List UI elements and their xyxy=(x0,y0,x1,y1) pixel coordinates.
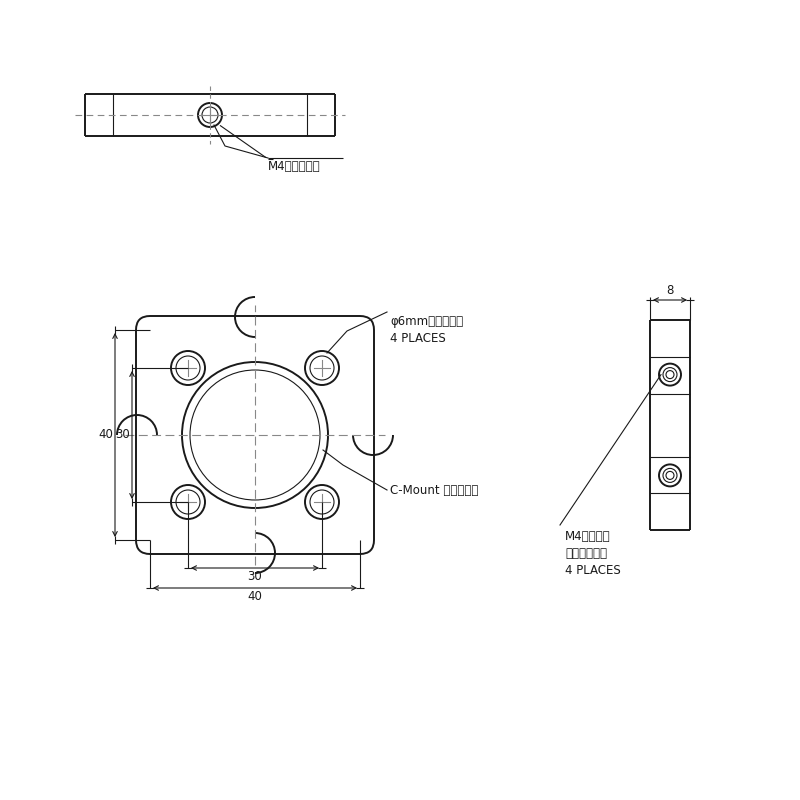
Text: φ6mm笼杆安装孔
4 PLACES: φ6mm笼杆安装孔 4 PLACES xyxy=(390,315,463,345)
Text: 40: 40 xyxy=(98,429,113,442)
Text: M4紧定螺钉
用于笼杆固定
4 PLACES: M4紧定螺钉 用于笼杆固定 4 PLACES xyxy=(565,530,621,577)
Text: 8: 8 xyxy=(666,284,674,297)
Text: C-Mount 谗纹安装孔: C-Mount 谗纹安装孔 xyxy=(390,483,478,497)
Text: 40: 40 xyxy=(247,590,262,603)
Text: 30: 30 xyxy=(248,570,262,583)
Text: 30: 30 xyxy=(115,429,130,442)
Text: M4谗纹安装孔: M4谗纹安装孔 xyxy=(268,160,321,173)
